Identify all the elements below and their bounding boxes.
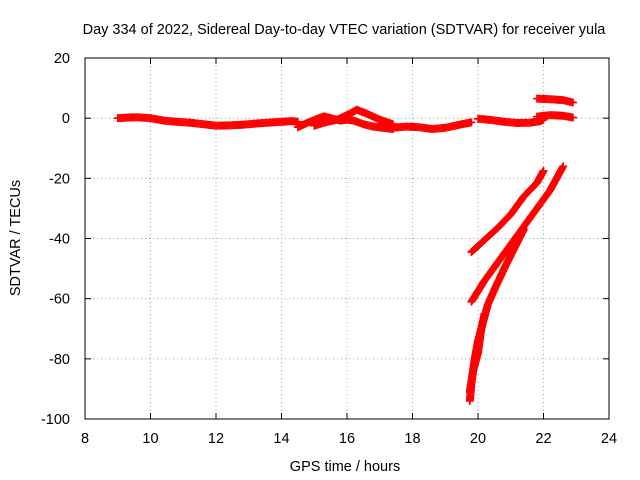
x-axis-ticks: 8 10 12 14 16 18 20 22 24 xyxy=(81,58,617,447)
y-axis-ticks: -100 -80 -60 -40 -20 0 20 xyxy=(41,51,609,428)
chart-title: Day 334 of 2022, Sidereal Day-to-day VTE… xyxy=(83,22,607,38)
data-point xyxy=(568,113,577,122)
data-point xyxy=(539,166,548,175)
y-tick-label: -100 xyxy=(41,412,70,428)
series-mid-arc xyxy=(532,111,577,122)
x-tick-label: 18 xyxy=(404,431,420,447)
y-tick-label: -40 xyxy=(49,232,70,248)
series-descent-a xyxy=(467,166,548,257)
x-tick-label: 10 xyxy=(142,431,158,447)
data-point xyxy=(568,98,577,107)
data-point xyxy=(480,309,489,318)
y-tick-label: -60 xyxy=(49,292,70,308)
series-baseline-a xyxy=(113,113,302,130)
x-tick-label: 22 xyxy=(535,431,551,447)
x-axis-label: GPS time / hours xyxy=(290,459,400,475)
data-point xyxy=(559,162,568,171)
x-tick-label: 12 xyxy=(208,431,224,447)
data-point xyxy=(467,118,476,127)
x-tick-label: 14 xyxy=(273,431,289,447)
y-tick-label: 20 xyxy=(54,51,70,67)
y-tick-label: -80 xyxy=(49,352,70,368)
series-baseline-d xyxy=(388,118,476,133)
series-baseline-c xyxy=(310,105,397,130)
data-points xyxy=(113,94,577,405)
y-tick-label: 0 xyxy=(62,111,70,127)
x-tick-label: 16 xyxy=(339,431,355,447)
x-tick-label: 20 xyxy=(470,431,486,447)
data-point xyxy=(519,225,528,234)
series-descent-d xyxy=(465,309,489,396)
series-baseline-e xyxy=(474,114,548,127)
y-tick-label: -20 xyxy=(49,171,70,187)
series-high-arc xyxy=(532,94,577,107)
x-tick-label: 8 xyxy=(81,431,89,447)
y-axis-label: SDTVAR / TECUs xyxy=(8,180,24,296)
x-tick-label: 24 xyxy=(601,431,617,447)
